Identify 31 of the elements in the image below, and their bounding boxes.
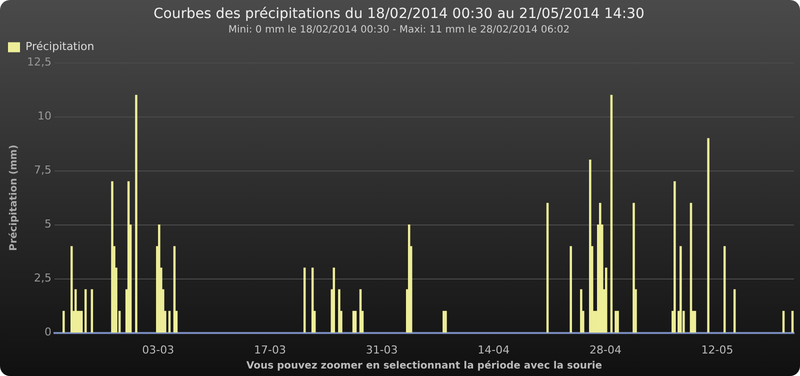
chart-title: Courbes des précipitations du 18/02/2014 00:30 au 21/05/2014 14:30 bbox=[154, 6, 644, 22]
bar bbox=[111, 181, 114, 333]
x-tick-label: 28-04 bbox=[589, 343, 622, 356]
bar bbox=[632, 202, 635, 333]
x-tick-label: 12-05 bbox=[701, 343, 734, 356]
bar bbox=[570, 246, 572, 333]
y-tick-label: 0 bbox=[44, 326, 52, 339]
y-tick-label: 10 bbox=[37, 110, 52, 123]
bar bbox=[158, 224, 160, 333]
y-tick-label: 12,5 bbox=[26, 56, 52, 69]
x-tick-label: 03-03 bbox=[142, 343, 174, 356]
bar bbox=[707, 138, 710, 333]
bar bbox=[599, 202, 602, 333]
bar bbox=[62, 310, 65, 333]
x-tick-label: 14-04 bbox=[478, 343, 510, 356]
y-tick-label: 2,5 bbox=[34, 272, 52, 285]
y-tick-label: 7,5 bbox=[34, 164, 52, 177]
x-tick-label: 17-03 bbox=[254, 343, 286, 356]
bar bbox=[680, 246, 682, 333]
y-axis-title: Précipitation (mm) bbox=[8, 144, 20, 251]
bar bbox=[338, 289, 340, 333]
legend-label: Précipitation bbox=[26, 40, 94, 54]
bar bbox=[135, 94, 138, 333]
bar bbox=[70, 246, 73, 333]
x-axis-title: Vous pouvez zoomer en selectionnant la période avec la sourie bbox=[246, 360, 602, 372]
chart-subtitle: Mini: 0 mm le 18/02/2014 00:30 - Maxi: 11 mm le 28/02/2014 06:02 bbox=[228, 24, 570, 36]
bar bbox=[674, 181, 676, 333]
bar bbox=[580, 289, 582, 333]
bar bbox=[589, 160, 592, 333]
y-tick-label: 5 bbox=[44, 218, 52, 231]
x-tick-label: 31-03 bbox=[366, 343, 398, 356]
